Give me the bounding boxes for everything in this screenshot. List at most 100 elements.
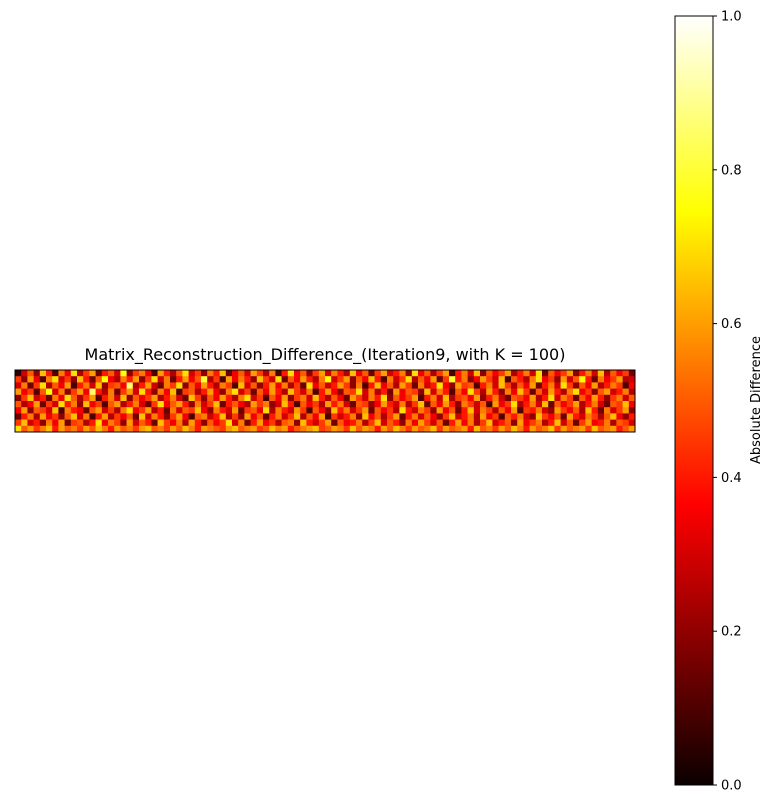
heatmap-cell — [15, 419, 22, 427]
heatmap-cell — [306, 376, 313, 383]
heatmap-cell — [225, 419, 233, 427]
heatmap-cell — [529, 370, 537, 377]
heatmap-cell — [58, 401, 65, 408]
heatmap-cell — [269, 413, 276, 420]
heatmap-cell — [498, 413, 506, 420]
heatmap-cell — [554, 419, 561, 427]
heatmap-cell — [498, 394, 506, 402]
heatmap-cell — [455, 382, 462, 389]
heatmap-cell — [114, 382, 121, 389]
heatmap-cell — [89, 419, 96, 427]
heatmap-cell — [318, 388, 326, 396]
heatmap-cell — [597, 394, 605, 402]
heatmap-cell — [523, 425, 530, 433]
heatmap-cell — [64, 401, 72, 408]
heatmap-cell — [628, 425, 636, 433]
heatmap-cell — [337, 376, 344, 383]
heatmap-cell — [225, 394, 233, 402]
heatmap-cell — [604, 388, 611, 396]
heatmap-cell — [170, 376, 177, 383]
heatmap-cell — [591, 401, 599, 408]
heatmap-frame — [14, 369, 636, 433]
heatmap-cell — [263, 388, 270, 396]
heatmap-cell — [486, 425, 493, 433]
heatmap-cell — [250, 419, 258, 427]
heatmap-cell — [306, 382, 313, 389]
heatmap-cell — [604, 425, 611, 433]
heatmap-cell — [418, 388, 425, 396]
heatmap-cell — [120, 370, 127, 377]
heatmap-cell — [157, 394, 165, 402]
heatmap-cell — [535, 370, 543, 377]
heatmap-cell — [566, 382, 574, 389]
heatmap-cell — [405, 388, 413, 396]
heatmap-cell — [132, 413, 140, 420]
heatmap-cell — [182, 388, 189, 396]
heatmap-cell — [207, 425, 214, 433]
heatmap-cell — [77, 401, 84, 408]
heatmap-cell — [579, 370, 586, 377]
heatmap-cell — [622, 376, 630, 383]
heatmap-cell — [52, 376, 59, 383]
heatmap-cell — [449, 394, 456, 402]
heatmap-cell — [436, 376, 444, 383]
heatmap-cell — [52, 401, 59, 408]
heatmap-cell — [597, 388, 605, 396]
heatmap-cell — [213, 419, 220, 427]
heatmap-cell — [126, 370, 134, 377]
heatmap-cell — [616, 370, 623, 377]
heatmap-cell — [418, 370, 425, 377]
heatmap-cell — [349, 413, 357, 420]
heatmap-cell — [219, 370, 227, 377]
heatmap-cell — [194, 388, 202, 396]
heatmap-cell — [27, 394, 34, 402]
heatmap-cell — [548, 370, 555, 377]
heatmap-cell — [70, 419, 78, 427]
heatmap-cell — [573, 401, 580, 408]
heatmap-cell — [225, 425, 233, 433]
heatmap-cell — [467, 419, 475, 427]
heatmap-cell — [616, 401, 623, 408]
heatmap-cell — [548, 425, 555, 433]
heatmap-cell — [430, 382, 437, 389]
heatmap-cell — [300, 407, 307, 414]
heatmap-cell — [461, 407, 468, 414]
heatmap-cell — [64, 407, 72, 414]
heatmap-cell — [108, 407, 115, 414]
heatmap-cell — [33, 394, 41, 402]
heatmap-cell — [151, 382, 158, 389]
heatmap-cell — [151, 407, 158, 414]
heatmap-cell — [535, 376, 543, 383]
heatmap-cell — [610, 425, 617, 433]
heatmap-cell — [579, 419, 586, 427]
heatmap-cell — [343, 413, 351, 420]
heatmap-cell — [21, 419, 28, 427]
heatmap-cell — [473, 401, 481, 408]
heatmap-cell — [52, 370, 59, 377]
heatmap-cell — [442, 370, 450, 377]
heatmap-cell — [337, 370, 344, 377]
heatmap-cell — [374, 407, 382, 414]
heatmap-cell — [114, 401, 121, 408]
heatmap-cell — [194, 401, 202, 408]
heatmap-cell — [188, 425, 196, 433]
heatmap-cell — [120, 388, 127, 396]
heatmap-cell — [411, 425, 419, 433]
heatmap-cell — [349, 382, 357, 389]
heatmap-cell — [480, 419, 487, 427]
heatmap-cell — [356, 425, 363, 433]
heatmap-cell — [511, 388, 518, 396]
heatmap-cell — [343, 401, 351, 408]
heatmap-cell — [281, 407, 289, 414]
heatmap-cell — [362, 419, 369, 427]
heatmap-cell — [77, 388, 84, 396]
heatmap-cell — [232, 388, 239, 396]
heatmap-cell — [442, 376, 450, 383]
heatmap-cell — [566, 419, 574, 427]
heatmap-cell — [356, 394, 363, 402]
heatmap-cell — [139, 413, 146, 420]
heatmap-cell — [27, 407, 34, 414]
heatmap-cell — [188, 388, 196, 396]
heatmap-cell — [504, 388, 512, 396]
heatmap-cell — [250, 394, 258, 402]
